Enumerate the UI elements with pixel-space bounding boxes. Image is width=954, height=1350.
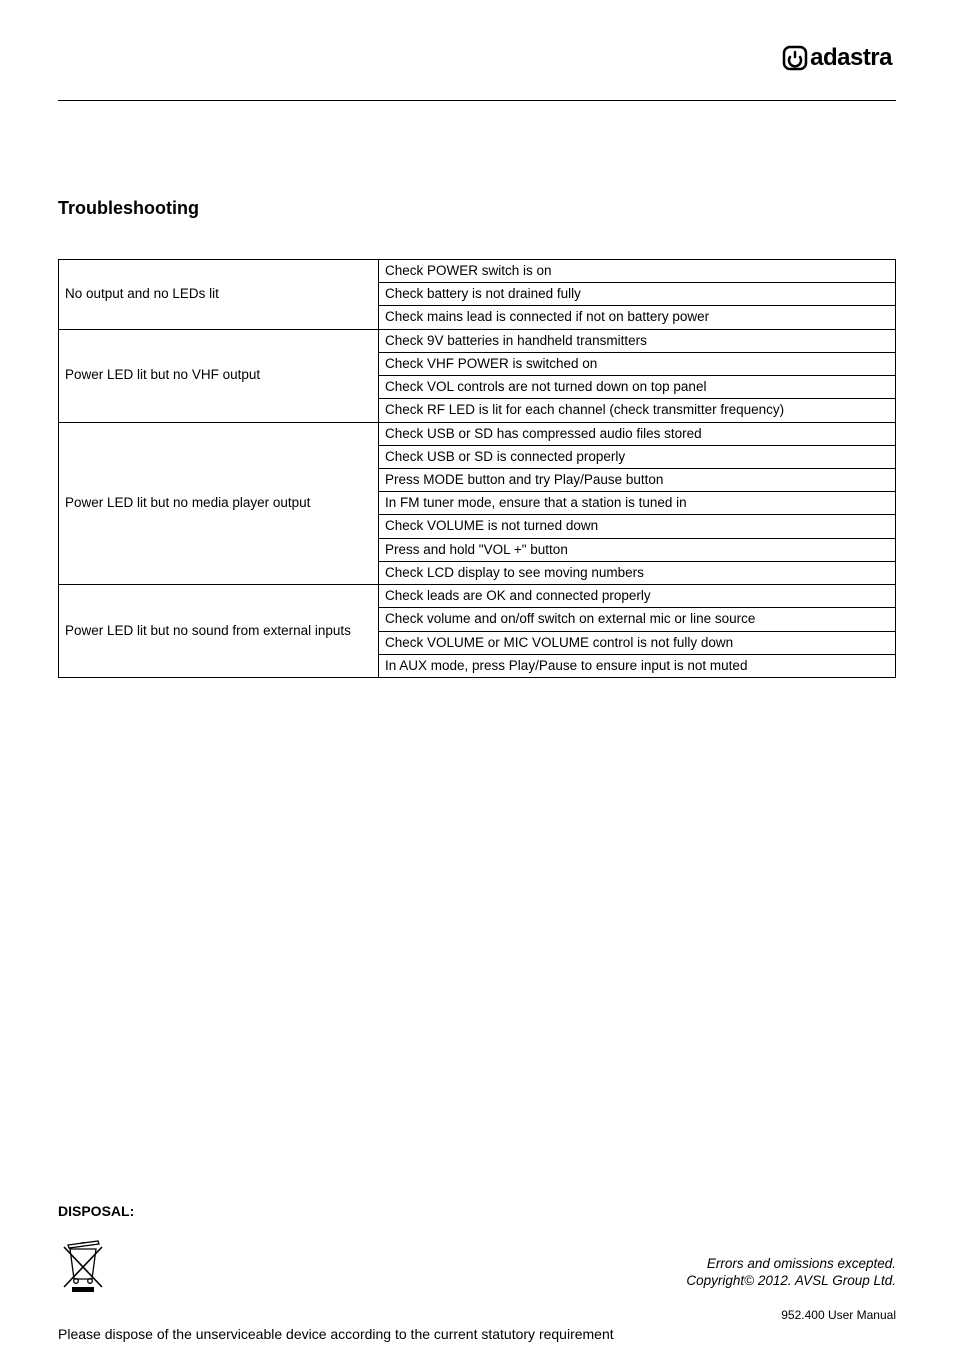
- troubleshooting-table: No output and no LEDs litCheck POWER swi…: [58, 259, 896, 678]
- table-right-cell: Check VOL controls are not turned down o…: [379, 376, 896, 399]
- table-row: No output and no LEDs litCheck POWER swi…: [59, 260, 896, 283]
- table-right-cell: Check LCD display to see moving numbers: [379, 561, 896, 584]
- table-left-cell: Power LED lit but no sound from external…: [59, 585, 379, 678]
- table-right-cell: In AUX mode, press Play/Pause to ensure …: [379, 654, 896, 677]
- header-divider: [58, 100, 896, 101]
- table-right-cell: Check 9V batteries in handheld transmitt…: [379, 329, 896, 352]
- section-title: Troubleshooting: [58, 198, 896, 219]
- table-right-cell: In FM tuner mode, ensure that a station …: [379, 492, 896, 515]
- table-right-cell: Check VOLUME or MIC VOLUME control is no…: [379, 631, 896, 654]
- footer-line1: Errors and omissions excepted.: [686, 1255, 896, 1273]
- table-right-cell: Check mains lead is connected if not on …: [379, 306, 896, 329]
- footer-line2: Copyright© 2012. AVSL Group Ltd.: [686, 1272, 896, 1290]
- table-right-cell: Check battery is not drained fully: [379, 283, 896, 306]
- table-right-cell: Check USB or SD is connected properly: [379, 445, 896, 468]
- table-row: Power LED lit but no sound from external…: [59, 585, 896, 608]
- table-left-cell: Power LED lit but no media player output: [59, 422, 379, 585]
- table-right-cell: Press MODE button and try Play/Pause but…: [379, 468, 896, 491]
- table-row: Power LED lit but no media player output…: [59, 422, 896, 445]
- table-left-cell: Power LED lit but no VHF output: [59, 329, 379, 422]
- footer-right: Errors and omissions excepted. Copyright…: [686, 1255, 896, 1290]
- brand-glyph-icon: [782, 45, 808, 71]
- table-row: Power LED lit but no VHF outputCheck 9V …: [59, 329, 896, 352]
- disposal-text: Please dispose of the unserviceable devi…: [58, 1326, 896, 1342]
- brand-logo: adastra: [782, 44, 892, 72]
- table-right-cell: Check RF LED is lit for each channel (ch…: [379, 399, 896, 422]
- table-right-cell: Check USB or SD has compressed audio fil…: [379, 422, 896, 445]
- table-right-cell: Check VOLUME is not turned down: [379, 515, 896, 538]
- disposal-title: DISPOSAL:: [58, 1203, 896, 1219]
- page-number: 952.400 User Manual: [781, 1308, 896, 1322]
- table-right-cell: Check POWER switch is on: [379, 260, 896, 283]
- table-right-cell: Check volume and on/off switch on extern…: [379, 608, 896, 631]
- table-left-cell: No output and no LEDs lit: [59, 260, 379, 330]
- brand-text: adastra: [810, 44, 892, 72]
- table-right-cell: Check leads are OK and connected properl…: [379, 585, 896, 608]
- table-right-cell: Check VHF POWER is switched on: [379, 352, 896, 375]
- table-right-cell: Press and hold "VOL +" button: [379, 538, 896, 561]
